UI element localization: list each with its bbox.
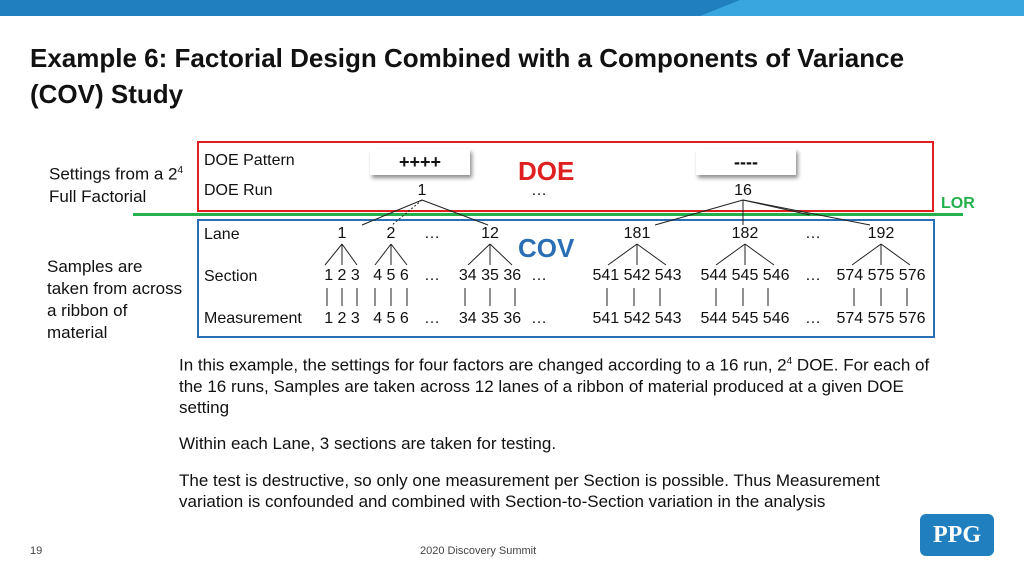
measurement-group-1: 1 2 3: [324, 310, 360, 327]
lane-ellipsis-1: …: [424, 225, 440, 242]
section-group-192: 574 575 576: [836, 267, 926, 284]
lane-192: 192: [867, 225, 895, 242]
measurement-ellipsis-2: …: [531, 310, 547, 327]
measurement-group-192: 574 575 576: [836, 310, 926, 327]
slide-title: Example 6: Factorial Design Combined wit…: [30, 43, 905, 109]
cov-box: [197, 219, 935, 338]
doe-box: [197, 141, 934, 212]
measurement-ellipsis-1: …: [424, 310, 440, 327]
measurement-group-181: 541 542 543: [592, 310, 682, 327]
page-number: 19: [30, 545, 43, 557]
section-group-12: 34 35 36: [458, 267, 522, 284]
lane-181: 181: [623, 225, 651, 242]
section-group-1: 1 2 3: [324, 267, 360, 284]
section-ellipsis-3: …: [805, 267, 821, 284]
lor-label: LOR: [941, 195, 975, 212]
measurement-group-12: 34 35 36: [458, 310, 522, 327]
run-ellipsis: …: [531, 182, 547, 199]
section-group-2: 4 5 6: [373, 267, 409, 284]
lane-1: 1: [337, 225, 347, 242]
pattern-plus: ++++: [370, 149, 470, 175]
row-label-section: Section: [204, 268, 258, 285]
row-label-measurement: Measurement: [204, 310, 302, 327]
measurement-group-182: 544 545 546: [700, 310, 790, 327]
section-ellipsis-1: …: [424, 267, 440, 284]
doe-label: DOE: [518, 156, 575, 186]
top-banner-accent: [700, 0, 1024, 16]
body-paragraph-3: The test is destructive, so only one mea…: [179, 471, 880, 511]
samples-note: Samples are taken from across a ribbon o…: [47, 257, 183, 342]
lor-line: [133, 213, 963, 216]
body-paragraph-2: Within each Lane, 3 sections are taken f…: [179, 434, 557, 453]
measurement-group-2: 4 5 6: [373, 310, 409, 327]
section-group-182: 544 545 546: [700, 267, 790, 284]
settings-note: Settings from a 24 Full Factorial: [49, 164, 184, 206]
section-ellipsis-2: …: [531, 267, 547, 284]
run-1: 1: [417, 182, 427, 199]
row-label-lane: Lane: [204, 226, 240, 243]
row-label-doe-run: DOE Run: [204, 182, 273, 199]
row-label-doe-pattern: DOE Pattern: [204, 152, 295, 169]
body-paragraph-1: In this example, the settings for four f…: [179, 355, 930, 417]
lane-12: 12: [481, 225, 499, 242]
lane-2: 2: [386, 225, 396, 242]
cov-label: COV: [518, 233, 575, 263]
ppg-logo: PPG: [920, 514, 994, 556]
lane-ellipsis-2: …: [805, 225, 821, 242]
lane-182: 182: [731, 225, 759, 242]
footer-text: 2020 Discovery Summit: [420, 545, 537, 557]
pattern-minus: ----: [696, 149, 796, 175]
measurement-ellipsis-3: …: [805, 310, 821, 327]
section-group-181: 541 542 543: [592, 267, 682, 284]
run-16: 16: [734, 182, 752, 199]
